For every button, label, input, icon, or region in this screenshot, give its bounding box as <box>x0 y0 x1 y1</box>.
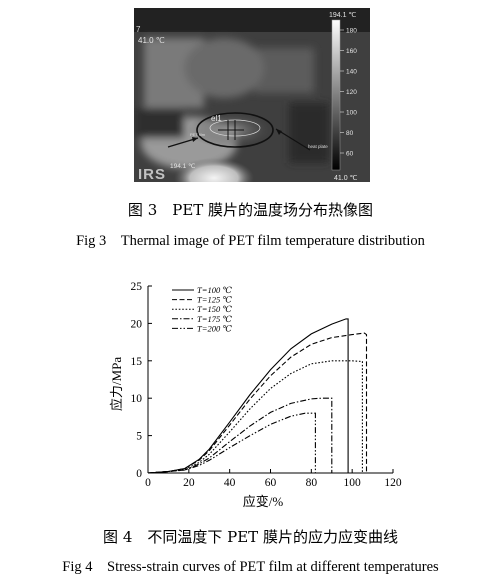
series-line-5 <box>147 412 316 474</box>
legend-label-3: T=150 ℃ <box>197 304 232 314</box>
x-tick-label: 100 <box>344 477 362 489</box>
legend-label-4: T=175 ℃ <box>197 314 232 324</box>
figure4-caption-en: Fig 4 Stress-strain curves of PET film a… <box>62 559 439 575</box>
film-region-ellipse <box>196 112 274 148</box>
series-line-3 <box>147 360 363 474</box>
scale-tick-label: 140 <box>346 69 357 76</box>
legend-label-2: T=125 ℃ <box>197 295 232 305</box>
scale-tick-label: 160 <box>346 48 357 55</box>
x-tick-label: 60 <box>265 477 277 489</box>
x-tick-label: 0 <box>145 477 151 489</box>
scale-min-label: 41.0 ℃ <box>334 175 358 182</box>
x-tick-label: 40 <box>224 477 236 489</box>
figure3-caption-cn: 图 3 PET 膜片的温度场分布热像图 <box>127 201 374 219</box>
series-line-2 <box>147 332 368 474</box>
thermal-image: el1 PET film heat plate 7 41.0 ℃ 194.1 ℃… <box>134 8 370 182</box>
scale-tick-label: 60 <box>346 151 354 158</box>
chart-legend: T=100 ℃T=125 ℃T=150 ℃T=175 ℃T=200 ℃ <box>172 285 232 333</box>
scale-tick-label: 180 <box>346 28 357 35</box>
figure3-caption-en: Fig 3 Thermal image of PET film temperat… <box>76 233 425 249</box>
left-mark: 7 <box>136 25 141 34</box>
x-tick-label: 80 <box>306 477 318 489</box>
y-tick-label: 10 <box>131 393 143 405</box>
series-line-4 <box>147 397 333 474</box>
legend-label-5: T=200 ℃ <box>197 323 232 333</box>
plate-pointer-label: heat plate <box>308 144 328 149</box>
scale-max-label: 194.1 ℃ <box>329 12 356 19</box>
legend-label-1: T=100 ℃ <box>197 285 232 295</box>
chart-ticks: 0 20 40 60 80 100 120 0 5 10 15 20 25 <box>131 281 402 489</box>
brand-logo: IRS <box>138 166 166 182</box>
figure4-caption-cn: 图 4 不同温度下 PET 膜片的应力应变曲线 <box>103 528 398 546</box>
scale-ticks: 180 160 140 120 100 80 60 <box>340 28 357 158</box>
scale-tick-label: 80 <box>346 130 354 137</box>
y-tick-label: 20 <box>131 318 143 330</box>
chart-axes <box>147 286 393 474</box>
y-axis-label: 应力/MPa <box>109 357 124 411</box>
series-line-1 <box>147 318 349 474</box>
temperature-scale-bar <box>331 19 341 171</box>
scale-tick-label: 120 <box>346 89 357 96</box>
spot-label: el1 <box>211 114 222 123</box>
film-pointer-label: PET film <box>190 132 206 137</box>
scale-tick-label: 100 <box>346 110 357 117</box>
y-tick-label: 15 <box>131 356 143 368</box>
plate-pointer-arrow <box>275 128 311 151</box>
bottom-temperature-reading: 194.1 ℃ <box>170 163 196 170</box>
x-tick-label: 20 <box>183 477 195 489</box>
y-tick-label: 25 <box>131 281 143 293</box>
stress-strain-chart: 0 20 40 60 80 100 120 0 5 10 15 20 25 T=100 ℃T=125 ℃… <box>109 281 402 509</box>
y-tick-label: 5 <box>136 431 142 443</box>
left-temperature-reading: 41.0 ℃ <box>138 36 165 45</box>
x-tick-label: 120 <box>384 477 402 489</box>
y-tick-label: 0 <box>136 468 142 480</box>
x-axis-label: 应变/% <box>243 494 284 509</box>
chart-series <box>147 318 368 474</box>
